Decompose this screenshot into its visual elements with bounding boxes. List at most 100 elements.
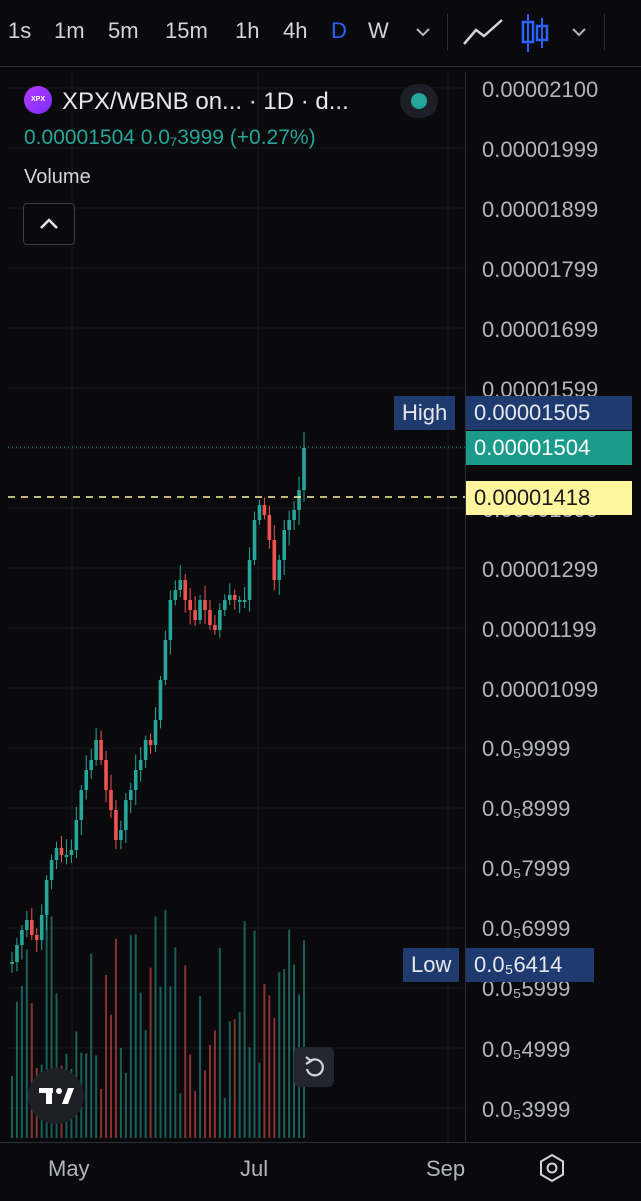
toolbar-divider <box>604 14 605 50</box>
candle-body <box>25 920 29 930</box>
volume-bar <box>303 940 305 1138</box>
volume-bar <box>233 1019 236 1138</box>
candle-body <box>242 600 247 602</box>
candle-body <box>282 530 287 560</box>
timeframe-15m[interactable]: 15m <box>165 18 208 43</box>
candle-body <box>183 580 188 600</box>
status-dot-icon <box>411 93 427 109</box>
candle-body <box>158 680 163 720</box>
volume-bar <box>208 1044 211 1138</box>
volume-bar <box>204 1070 207 1138</box>
volume-bar <box>119 1047 122 1138</box>
candle-body <box>247 560 252 600</box>
candle-body <box>138 760 143 770</box>
candle-body <box>99 740 103 760</box>
time-axis[interactable] <box>0 1142 641 1201</box>
candle-body <box>257 505 262 520</box>
timeframe-1s[interactable]: 1s <box>8 18 32 43</box>
volume-bar <box>30 1003 33 1138</box>
price-scale[interactable] <box>465 72 641 1142</box>
volume-bar <box>238 1012 241 1138</box>
chevron-down-icon[interactable] <box>412 24 434 40</box>
volume-bar <box>90 953 93 1138</box>
price-tick: 0.0₅8999 <box>482 796 571 821</box>
volume-bar <box>248 1047 251 1138</box>
candle-body <box>188 600 192 610</box>
price-tick: 0.0₅4999 <box>482 1037 571 1062</box>
candle-body <box>119 830 123 840</box>
timeframe-w[interactable]: W <box>368 18 389 43</box>
candle-body <box>94 740 98 760</box>
volume-bar <box>114 938 117 1138</box>
chevron-up-icon <box>40 218 58 229</box>
timeframe-1h[interactable]: 1h <box>235 18 260 43</box>
timeframe-4h[interactable]: 4h <box>283 18 308 43</box>
line-chart-icon[interactable] <box>462 16 504 48</box>
time-tick: Sep <box>426 1156 466 1181</box>
candle-body <box>49 860 54 880</box>
volume-bar <box>134 934 137 1138</box>
reset-chart-button[interactable] <box>294 1047 334 1087</box>
legend-values: 0.00001504 0.0₇3999 (+0.27%) <box>24 126 316 150</box>
volume-bar <box>95 1055 98 1138</box>
timeframe-1m[interactable]: 1m <box>54 18 85 43</box>
candle-body <box>153 720 158 745</box>
low-tag-label: Low <box>403 948 460 982</box>
candle-body <box>262 505 267 515</box>
candlestick-icon[interactable] <box>520 12 550 54</box>
volume-bar <box>45 913 48 1138</box>
price-tick: 0.00001199 <box>482 617 597 642</box>
symbol-title[interactable]: XPX/WBNB on... · 1D · d... <box>62 88 349 115</box>
price-tick: 0.0₅9999 <box>482 736 571 761</box>
candle-body <box>173 590 178 600</box>
candle-body <box>79 790 84 820</box>
price-tick: 0.00001099 <box>482 677 599 702</box>
candle-body <box>163 640 168 680</box>
tradingview-logo[interactable] <box>28 1068 84 1124</box>
volume-bar <box>129 934 132 1138</box>
candle-body <box>109 790 113 810</box>
collapse-legend-button[interactable] <box>23 203 75 245</box>
volume-bar <box>144 1030 147 1138</box>
volume-bar <box>273 1017 276 1138</box>
high-tag-value: 0.00001505 <box>466 396 632 430</box>
reset-icon <box>305 1056 324 1077</box>
time-tick: May <box>48 1156 90 1181</box>
volume-bar <box>179 1093 182 1138</box>
candle-body <box>84 770 89 790</box>
price-chart[interactable] <box>0 66 641 1142</box>
volume-bar <box>11 1076 13 1138</box>
volume-bar <box>228 1021 231 1138</box>
timeframe-d[interactable]: D <box>331 18 347 43</box>
candle-body <box>143 740 148 760</box>
chevron-down-icon[interactable] <box>568 24 590 40</box>
candle-body <box>237 600 242 602</box>
price-tick: 0.00001899 <box>482 197 599 222</box>
volume-bar <box>263 983 266 1138</box>
volume-bar <box>194 1090 197 1138</box>
candle-body <box>104 760 108 790</box>
candle-body <box>297 490 301 510</box>
candle-body <box>39 915 44 940</box>
volume-bar <box>243 921 246 1138</box>
timeframe-5m[interactable]: 5m <box>108 18 139 43</box>
price-marker-tag: 0.00001418 <box>466 481 632 515</box>
candle-body <box>29 920 34 935</box>
volume-bar <box>154 916 157 1138</box>
volume-bar <box>25 949 28 1138</box>
candle-body <box>128 790 133 800</box>
settings-gear-icon[interactable] <box>536 1152 568 1184</box>
candle-body <box>232 595 237 600</box>
candle-body <box>69 850 74 855</box>
volume-bar <box>50 916 53 1138</box>
volume-bar <box>109 1014 112 1138</box>
price-change-percent: (+0.27%) <box>229 126 316 149</box>
token-logo: XPX <box>24 86 52 114</box>
volume-bar <box>278 972 281 1138</box>
volume-bar <box>213 1030 216 1138</box>
candle-body <box>10 962 14 964</box>
volume-bar <box>139 992 142 1138</box>
market-status[interactable] <box>400 84 438 118</box>
price-tick: 0.00001799 <box>482 257 599 282</box>
candle-body <box>272 540 277 580</box>
